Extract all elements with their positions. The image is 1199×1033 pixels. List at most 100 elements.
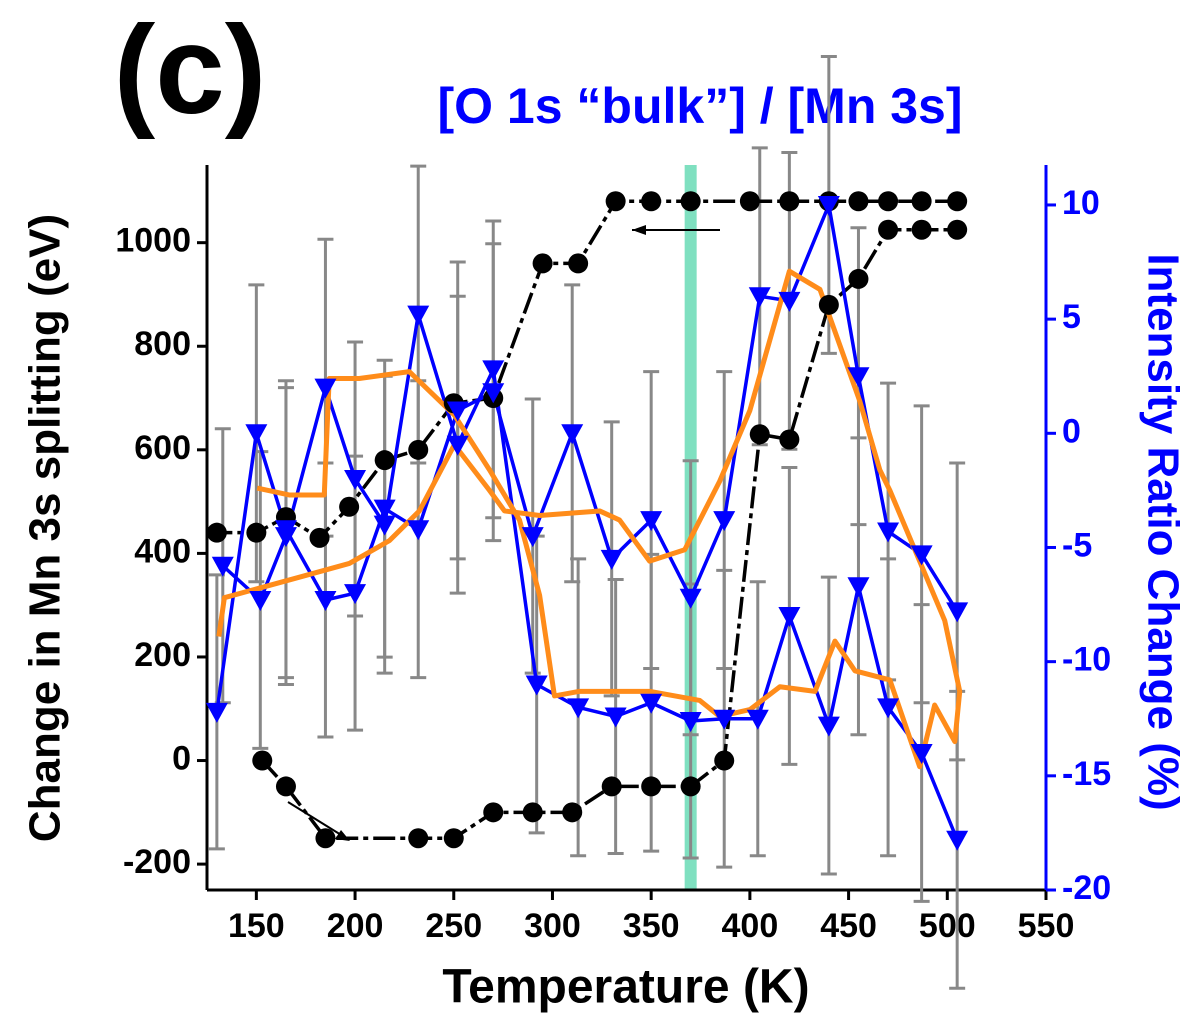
data-point	[847, 367, 870, 388]
data-point	[878, 219, 899, 240]
data-point	[407, 520, 430, 541]
plot-area: 150 200 250 300 350 400 450 500 550-200020040060…	[115, 55, 1111, 990]
chart-title: [O 1s “bulk”] / [Mn 3s]	[437, 78, 962, 134]
data-point	[605, 191, 626, 212]
x-tick-label: 300	[524, 907, 581, 945]
y2-tick-label: -5	[1062, 526, 1092, 564]
data-point	[640, 693, 663, 714]
arrow-annotation	[287, 801, 347, 839]
data-point	[818, 294, 839, 315]
data-point	[407, 305, 430, 326]
data-point	[483, 802, 504, 823]
data-point	[561, 424, 584, 445]
y2-tick-label: -15	[1062, 755, 1111, 793]
data-point	[522, 802, 543, 823]
y2-tick-label: -10	[1062, 641, 1111, 679]
y-tick-label: -200	[123, 843, 191, 881]
data-point	[946, 602, 969, 623]
data-point	[910, 743, 933, 764]
data-point	[713, 511, 736, 532]
data-point	[679, 712, 702, 733]
y2-tick-label: 10	[1062, 184, 1100, 222]
data-point	[315, 828, 336, 849]
data-point	[641, 776, 662, 797]
data-point	[600, 549, 623, 570]
data-point	[521, 527, 544, 548]
data-point	[482, 383, 505, 404]
y2-tick-label: 5	[1062, 298, 1081, 336]
data-point	[817, 716, 840, 737]
data-point	[679, 588, 702, 609]
data-point	[848, 191, 869, 212]
data-point	[848, 268, 869, 289]
x-tick-label: 350	[623, 907, 680, 945]
x-tick-label: 450	[820, 907, 877, 945]
data-point	[739, 191, 760, 212]
data-point	[779, 191, 800, 212]
data-point	[641, 191, 662, 212]
data-point	[374, 450, 395, 471]
data-point	[847, 577, 870, 598]
data-point	[911, 191, 932, 212]
data-point	[601, 776, 622, 797]
series-line	[260, 227, 958, 840]
data-point	[946, 830, 969, 851]
data-point	[604, 707, 627, 728]
data-point	[779, 429, 800, 450]
y2-tick-label: -20	[1062, 869, 1111, 907]
data-point	[443, 828, 464, 849]
data-point	[911, 219, 932, 240]
data-point	[778, 606, 801, 627]
data-point	[680, 191, 701, 212]
data-point	[249, 591, 272, 611]
data-point	[373, 499, 396, 520]
data-point	[205, 702, 228, 723]
data-point	[778, 291, 801, 312]
data-point	[713, 709, 736, 730]
y-tick-label: 1000	[115, 222, 191, 260]
y-tick-label: 400	[134, 532, 191, 570]
x-tick-label: 550	[1018, 907, 1075, 945]
arrowhead	[632, 225, 646, 235]
data-point	[568, 253, 589, 274]
data-point	[373, 515, 396, 536]
data-point	[252, 750, 273, 771]
data-point	[877, 698, 900, 719]
data-point	[532, 253, 553, 274]
y-tick-label: 0	[172, 740, 191, 778]
panel-label: (c)	[114, 1, 267, 140]
y-tick-label: 200	[134, 636, 191, 674]
data-point	[211, 556, 234, 577]
data-point	[446, 401, 469, 422]
data-point	[309, 527, 330, 548]
data-point	[275, 776, 296, 797]
data-point	[525, 675, 548, 696]
y2-tick-label: 0	[1062, 412, 1081, 450]
series-line	[216, 268, 963, 770]
y-axis-title: Change in Mn 3s splitting (eV)	[21, 214, 70, 842]
data-point	[910, 545, 933, 566]
data-point	[877, 522, 900, 543]
data-point	[947, 219, 968, 240]
data-point	[408, 439, 429, 460]
data-point	[878, 191, 899, 212]
data-point	[206, 522, 227, 543]
data-point	[339, 496, 360, 517]
data-point	[640, 511, 663, 532]
data-point	[446, 435, 469, 456]
data-point	[408, 828, 429, 849]
x-tick-label: 200	[327, 907, 384, 945]
data-point	[947, 191, 968, 212]
data-point	[748, 287, 771, 308]
data-point	[746, 709, 769, 730]
x-tick-label: 150	[228, 907, 285, 945]
data-point	[246, 522, 267, 543]
data-point	[749, 424, 770, 445]
y2-axis-title: Intensity Ratio Change (%)	[1138, 253, 1187, 810]
data-point	[344, 469, 367, 490]
data-point	[562, 802, 583, 823]
series-line	[215, 203, 959, 713]
data-point	[314, 591, 337, 611]
y-tick-label: 800	[134, 325, 191, 363]
